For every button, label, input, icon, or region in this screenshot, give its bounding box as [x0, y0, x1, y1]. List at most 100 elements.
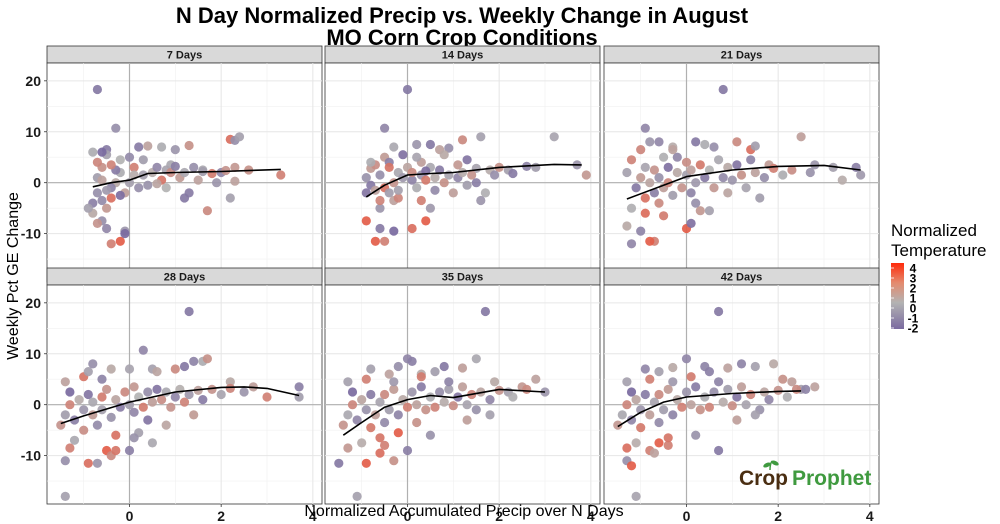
logo-crop-text: Crop [739, 467, 788, 490]
data-point [462, 155, 472, 165]
data-point [640, 364, 650, 374]
data-point [352, 415, 362, 425]
data-point [476, 132, 486, 142]
data-point [654, 137, 664, 147]
data-point [640, 123, 650, 133]
data-point [375, 223, 385, 234]
data-point [407, 223, 417, 234]
data-point [430, 402, 440, 412]
trend-line [60, 386, 300, 425]
facet-panel: 28 Days [46, 267, 323, 505]
data-point [663, 440, 673, 450]
facet-strip-label: 21 Days [721, 50, 763, 62]
data-point [435, 387, 445, 397]
data-point [631, 395, 641, 405]
data-point [357, 395, 367, 405]
data-point [152, 162, 162, 172]
data-point [88, 359, 98, 369]
data-point [462, 400, 472, 410]
data-point [778, 170, 788, 180]
data-point [769, 163, 779, 173]
data-point [645, 236, 655, 246]
data-point [522, 384, 532, 394]
scatter-points [334, 306, 550, 501]
data-point [746, 155, 756, 165]
data-point [736, 382, 747, 392]
data-point [380, 417, 390, 428]
data-point [402, 402, 413, 412]
facet-strip-label: 14 Days [442, 50, 484, 62]
data-point [439, 361, 449, 372]
data-point [691, 198, 701, 208]
data-point [60, 377, 70, 387]
data-point [531, 162, 541, 172]
data-point [361, 173, 371, 183]
data-point [741, 400, 751, 410]
data-point [416, 195, 426, 206]
data-point [626, 203, 637, 213]
data-point [700, 392, 710, 402]
data-point [262, 392, 272, 402]
data-point [157, 395, 167, 405]
data-point [375, 448, 385, 458]
data-point [92, 188, 102, 198]
facet-strip-label: 28 Days [164, 272, 206, 284]
y-tick-label: 20 [25, 295, 41, 311]
data-point [115, 190, 125, 200]
data-point [384, 369, 394, 379]
data-point [294, 392, 304, 402]
data-point [416, 372, 426, 382]
data-point [65, 400, 75, 410]
logo-prophet-text: Prophet [792, 467, 871, 490]
facet-strip-label: 42 Days [721, 272, 763, 284]
data-point [384, 162, 394, 172]
data-point [622, 443, 632, 453]
data-point [750, 361, 760, 372]
data-point [686, 372, 696, 382]
data-point [412, 417, 422, 428]
data-point [476, 195, 486, 206]
data-point [334, 458, 344, 468]
data-point [106, 412, 116, 422]
data-point [120, 387, 130, 397]
data-point [691, 430, 701, 440]
data-point [276, 170, 286, 180]
data-point [727, 175, 737, 185]
legend-label: 0 [910, 302, 917, 316]
y-tick-label: 10 [25, 346, 41, 362]
data-point [343, 377, 353, 387]
data-point [106, 160, 116, 170]
data-point [668, 362, 678, 373]
data-point [129, 382, 139, 392]
facet-panel: 14 Days [324, 45, 601, 283]
data-point [421, 405, 431, 415]
data-point [490, 170, 500, 180]
data-point [640, 162, 650, 172]
data-point [88, 147, 98, 157]
data-point [366, 389, 376, 400]
data-point [741, 183, 751, 193]
data-point [444, 384, 454, 394]
data-point [393, 361, 403, 372]
data-point [856, 170, 866, 180]
data-point [659, 152, 669, 162]
y-tick-label: 0 [33, 397, 41, 413]
data-point [143, 387, 153, 397]
legend-label: 1 [910, 292, 917, 306]
legend-label: -1 [908, 312, 919, 326]
data-point [626, 239, 637, 249]
data-point [106, 193, 116, 203]
data-point [161, 420, 171, 430]
data-point [389, 384, 399, 394]
data-point [490, 377, 500, 387]
facet-strip-label: 35 Days [442, 272, 484, 284]
data-point [681, 157, 692, 167]
y-tick-label: 10 [25, 124, 41, 140]
data-point [439, 178, 449, 188]
axes: -10 0 10 20 -10 0 10 20 0 2 4 0 2 4 0 2 4 [21, 73, 874, 524]
data-point [166, 402, 176, 412]
data-point [402, 84, 413, 95]
data-point [714, 377, 724, 387]
